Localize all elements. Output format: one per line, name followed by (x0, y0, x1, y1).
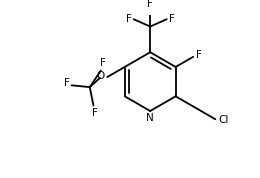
Text: F: F (196, 50, 202, 60)
Text: F: F (168, 14, 174, 24)
Text: F: F (64, 78, 70, 88)
Text: F: F (126, 14, 132, 24)
Text: F: F (92, 108, 98, 118)
Text: O: O (96, 71, 105, 81)
Text: F: F (100, 58, 106, 68)
Text: F: F (147, 0, 153, 9)
Text: Cl: Cl (218, 115, 229, 125)
Text: N: N (146, 113, 154, 123)
